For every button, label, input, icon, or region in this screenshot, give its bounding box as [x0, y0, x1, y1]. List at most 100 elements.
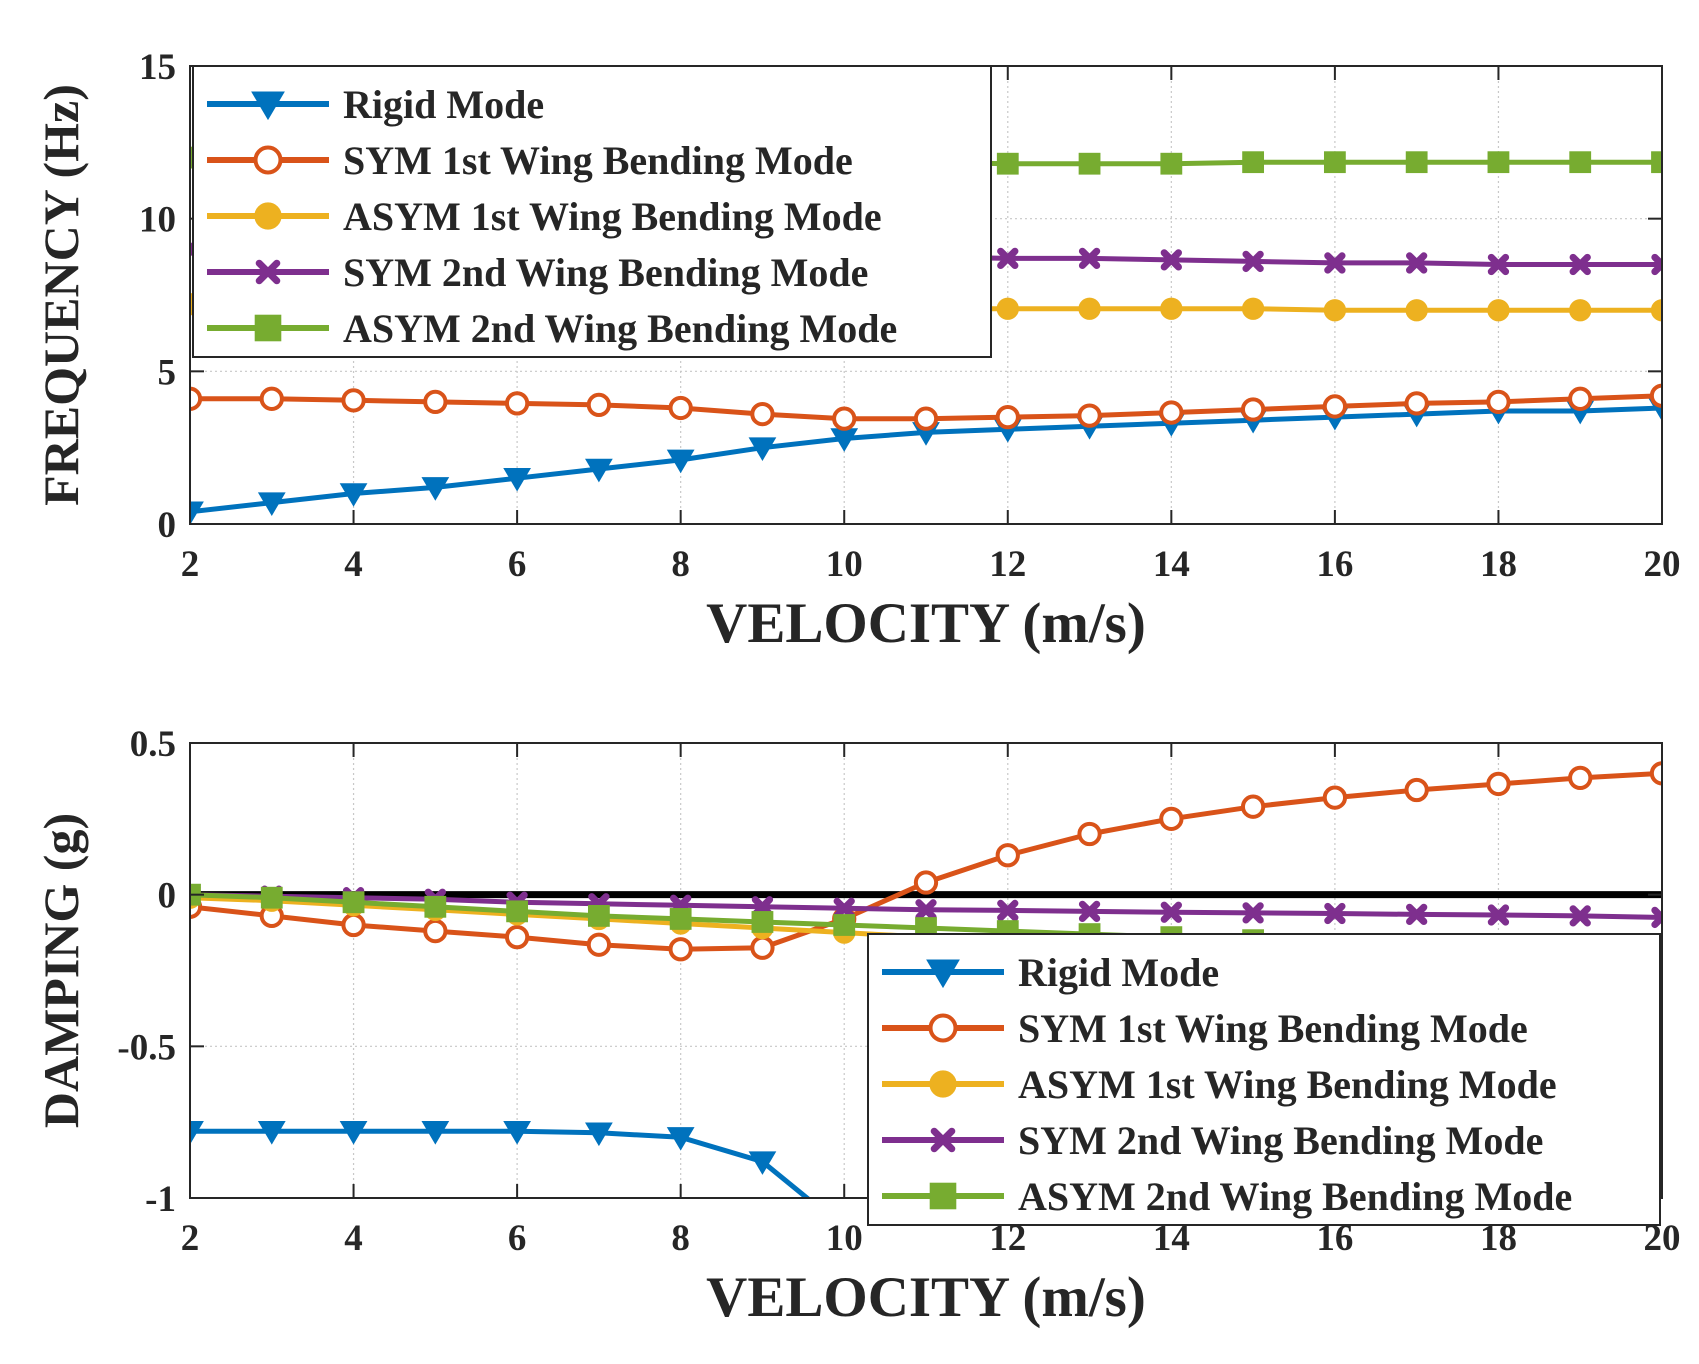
damping-data-point — [995, 843, 1020, 868]
damping-data-point — [342, 891, 365, 914]
frequency-data-point — [1322, 394, 1348, 419]
damping-legend-marker — [928, 1013, 958, 1043]
damping-data-point — [341, 912, 366, 938]
damping-legend-marker — [926, 959, 960, 989]
frequency-data-point — [1240, 397, 1266, 422]
damping-legend-label: SYM 2nd Wing Bending Mode — [1018, 1118, 1543, 1163]
damping-data-point — [915, 899, 937, 921]
damping-data-point — [1078, 900, 1101, 922]
frequency-data-point — [668, 395, 693, 421]
frequency-data-point — [1651, 253, 1662, 276]
damping-data-point — [750, 935, 775, 960]
damping-data-point — [666, 1127, 695, 1151]
frequency-legend-entry-asym-2nd-wing-bending-mode: ASYM 2nd Wing Bending Mode — [207, 306, 897, 351]
frequency-data-point — [750, 401, 775, 427]
damping-legend-marker — [929, 1182, 957, 1210]
frequency-data-point — [190, 501, 204, 524]
frequency-legend-label: SYM 1st Wing Bending Mode — [343, 138, 853, 183]
damping-legend-marker — [930, 1127, 956, 1153]
frequency-data-point — [1160, 297, 1183, 320]
damping-data-point — [748, 1151, 777, 1175]
damping-y-axis-label: DAMPING (g) — [33, 813, 89, 1128]
frequency-tick-label-x: 18 — [1480, 544, 1517, 585]
frequency-chart: 2 4 6 8 10 12 14 16 18 20 0 5 10 15 VELOCITY (m/s) FREQ… — [33, 47, 1681, 655]
damping-data-point — [1569, 905, 1591, 927]
frequency-tick-label-y: 5 — [158, 352, 177, 393]
damping-tick-label-x: 4 — [344, 1218, 363, 1259]
frequency-data-point — [1487, 253, 1510, 276]
frequency-legend-marker — [255, 259, 281, 285]
frequency-y-axis-label: FREQUENCY (Hz) — [33, 84, 89, 506]
frequency-tick-label-x: 20 — [1644, 544, 1681, 585]
frequency-legend-label: Rigid Mode — [343, 82, 544, 127]
damping-data-point — [1160, 901, 1182, 923]
damping-data-point — [1077, 821, 1102, 847]
frequency-data-point — [423, 389, 448, 415]
damping-tick-label-x: 2 — [181, 1218, 200, 1259]
frequency-data-point — [1241, 297, 1265, 320]
frequency-legend-marker — [254, 314, 282, 342]
frequency-data-point — [1486, 389, 1511, 415]
frequency-data-point — [832, 406, 857, 431]
damping-data-point — [668, 937, 693, 962]
frequency-data-point — [259, 386, 284, 411]
damping-legend-label: ASYM 1st Wing Bending Mode — [1018, 1062, 1557, 1107]
damping-data-point — [1486, 771, 1511, 797]
damping-tick-label-y: -0.5 — [117, 1027, 176, 1068]
frequency-ticks: 2 4 6 8 10 12 14 16 18 20 0 5 10 15 — [139, 47, 1681, 585]
frequency-data-point — [996, 152, 1019, 175]
frequency-data-point — [1569, 253, 1591, 276]
damping-data-point — [913, 870, 939, 895]
damping-data-point — [587, 905, 610, 927]
frequency-data-point — [1160, 152, 1183, 175]
frequency-data-point — [1568, 386, 1593, 411]
frequency-legend-entry-asym-1st-wing-bending-mode: ASYM 1st Wing Bending Mode — [207, 194, 882, 239]
damping-data-point — [833, 897, 855, 919]
damping-legend-entry-sym-2nd-wing-bending-mode: SYM 2nd Wing Bending Mode — [882, 1118, 1543, 1163]
damping-tick-label-x: 6 — [508, 1218, 527, 1259]
damping-data-point — [421, 1121, 450, 1145]
frequency-tick-label-x: 16 — [1316, 544, 1353, 585]
damping-data-point — [257, 1121, 286, 1145]
frequency-legend-marker — [251, 91, 285, 121]
damping-data-point — [1240, 794, 1266, 819]
frequency-data-point — [1078, 152, 1101, 175]
damping-tick-label-x: 8 — [671, 1218, 690, 1259]
frequency-legend-entry-rigid-mode: Rigid Mode — [207, 82, 544, 127]
damping-tick-label-y: 0.5 — [130, 724, 176, 765]
frequency-legend-label: SYM 2nd Wing Bending Mode — [343, 250, 868, 295]
frequency-data-point — [1487, 151, 1510, 174]
frequency-data-point — [257, 492, 286, 516]
damping-legend-entry-sym-1st-wing-bending-mode: SYM 1st Wing Bending Mode — [882, 1006, 1528, 1051]
frequency-data-point — [1242, 250, 1264, 273]
frequency-data-point — [1242, 151, 1265, 174]
frequency-data-point — [1487, 299, 1510, 322]
frequency-tick-label-y: 0 — [158, 505, 177, 546]
damping-data-point — [424, 895, 447, 918]
damping-data-point — [190, 1121, 204, 1145]
frequency-data-point — [504, 391, 530, 416]
damping-legend-label: ASYM 2nd Wing Bending Mode — [1018, 1174, 1572, 1219]
damping-legend-label: SYM 1st Wing Bending Mode — [1018, 1006, 1528, 1051]
frequency-data-point — [421, 477, 450, 501]
frequency-legend-entry-sym-2nd-wing-bending-mode: SYM 2nd Wing Bending Mode — [207, 250, 868, 295]
damping-data-point — [506, 900, 529, 923]
frequency-legend: Rigid Mode SYM 1st Wing Bending Mode ASYM … — [192, 65, 992, 358]
frequency-data-point — [1323, 151, 1346, 174]
frequency-data-point — [586, 392, 612, 418]
frequency-data-point — [1405, 151, 1428, 174]
frequency-data-point — [339, 483, 368, 507]
frequency-tick-label-x: 14 — [1153, 544, 1190, 585]
damping-tick-label-x: 10 — [826, 1218, 863, 1259]
damping-data-point — [833, 914, 856, 936]
damping-data-point — [751, 911, 774, 933]
frequency-tick-label-x: 10 — [826, 544, 863, 585]
damping-x-axis-label: VELOCITY (m/s) — [706, 1266, 1146, 1329]
damping-data-point — [669, 908, 692, 930]
frequency-tick-label-x: 2 — [181, 544, 200, 585]
frequency-data-point — [996, 297, 1019, 320]
frequency-data-point — [913, 406, 939, 431]
frequency-data-point — [1323, 299, 1347, 322]
frequency-data-point — [1406, 252, 1428, 274]
